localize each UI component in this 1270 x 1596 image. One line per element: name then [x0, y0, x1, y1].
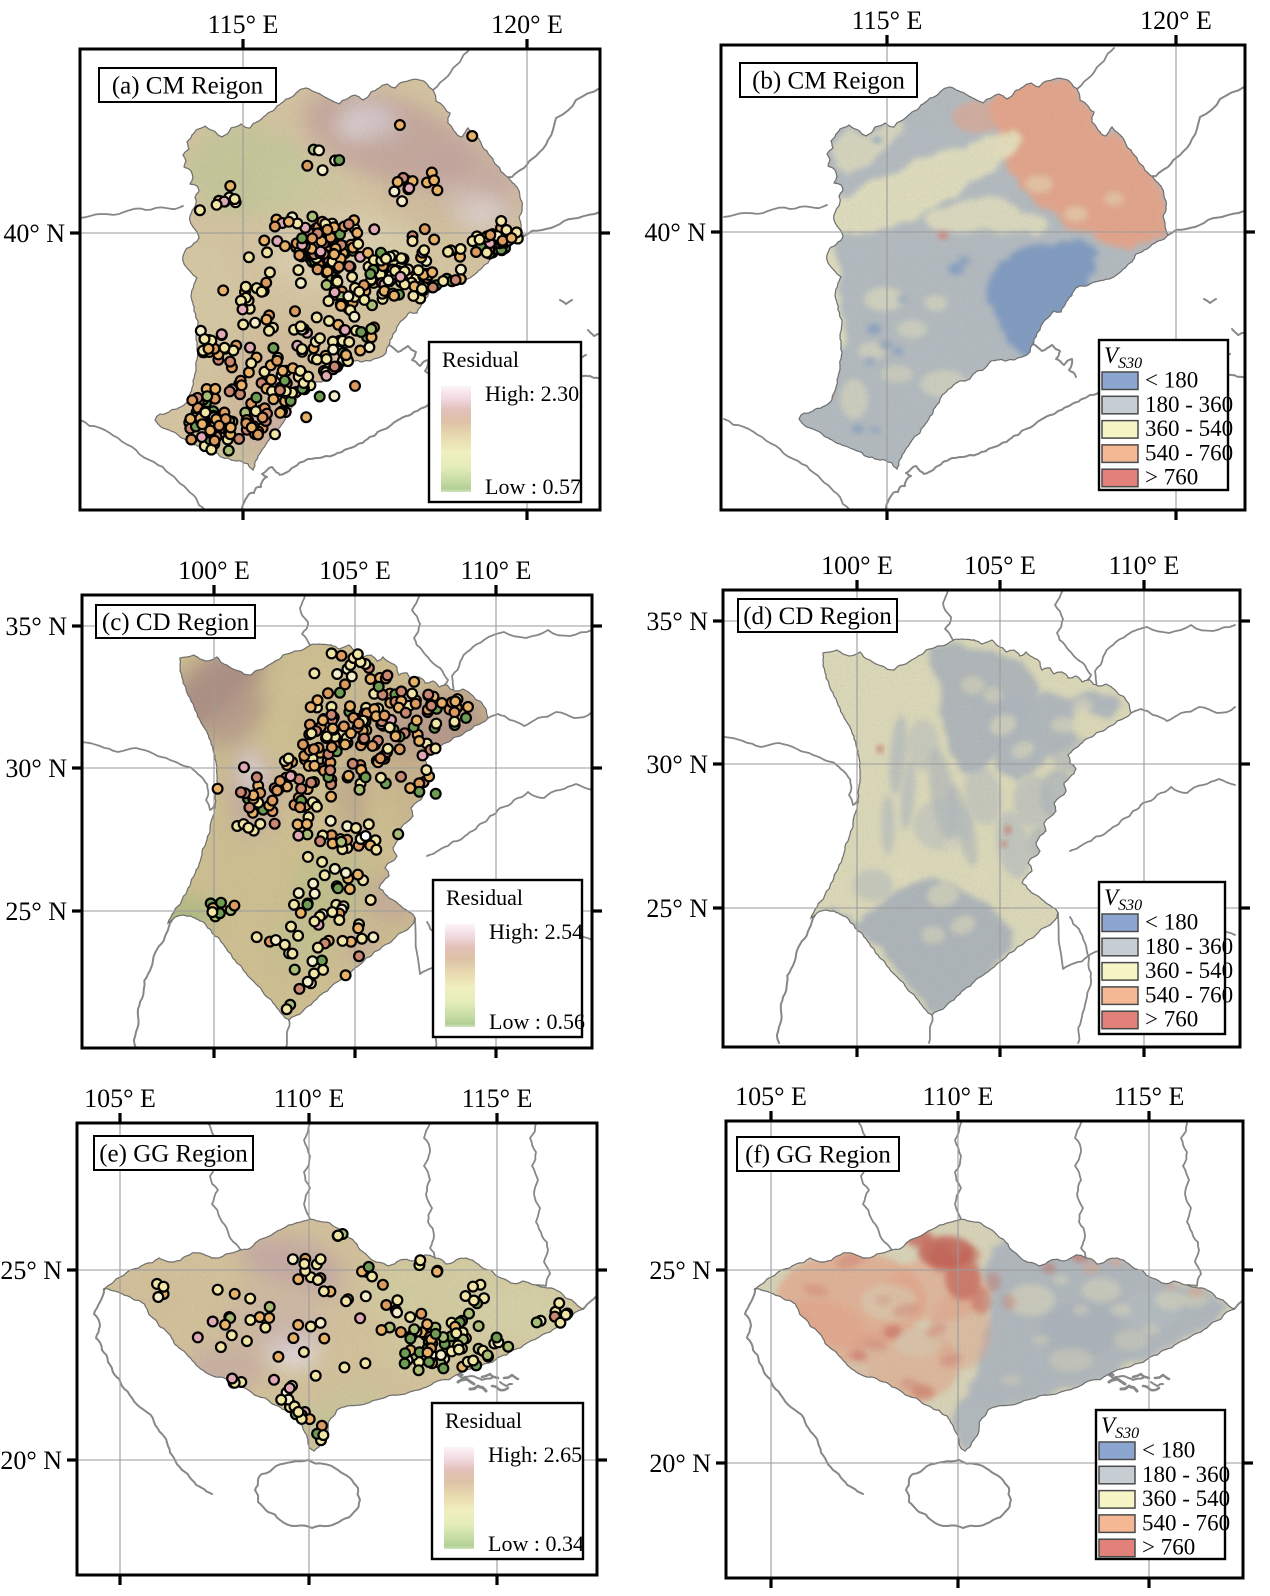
svg-text:Low : 0.57: Low : 0.57 [485, 474, 581, 499]
svg-text:Residual: Residual [446, 885, 523, 910]
svg-text:360 - 540: 360 - 540 [1145, 416, 1233, 441]
svg-text:High: 2.65: High: 2.65 [488, 1442, 582, 1467]
svg-text:(f) GG Region: (f) GG Region [745, 1142, 891, 1169]
svg-text:Residual: Residual [442, 347, 519, 372]
svg-text:> 760: > 760 [1145, 1007, 1198, 1032]
svg-text:115° E: 115° E [462, 1084, 533, 1113]
svg-text:(a) CM Reigon: (a) CM Reigon [112, 73, 264, 100]
svg-text:360 - 540: 360 - 540 [1142, 1486, 1230, 1511]
svg-text:40° N: 40° N [3, 219, 65, 248]
svg-text:High: 2.54: High: 2.54 [489, 919, 583, 944]
svg-text:> 760: > 760 [1142, 1535, 1195, 1560]
svg-text:30° N: 30° N [646, 750, 708, 779]
svg-text:105° E: 105° E [964, 551, 1036, 580]
svg-text:(d) CD Region: (d) CD Region [743, 603, 892, 630]
svg-text:360 - 540: 360 - 540 [1145, 958, 1233, 983]
svg-text:180 - 360: 180 - 360 [1145, 392, 1233, 417]
svg-text:540 - 760: 540 - 760 [1145, 982, 1233, 1007]
svg-text:25° N: 25° N [0, 1256, 62, 1285]
svg-text:< 180: < 180 [1145, 368, 1198, 393]
svg-text:110° E: 110° E [461, 556, 532, 585]
svg-text:Low : 0.56: Low : 0.56 [489, 1009, 585, 1034]
svg-text:High: 2.30: High: 2.30 [485, 381, 579, 406]
svg-text:105° E: 105° E [735, 1082, 807, 1111]
svg-text:25° N: 25° N [649, 1256, 711, 1285]
svg-text:40° N: 40° N [644, 218, 706, 247]
svg-text:540 - 760: 540 - 760 [1145, 440, 1233, 465]
svg-text:105° E: 105° E [84, 1084, 156, 1113]
svg-text:35° N: 35° N [5, 612, 67, 641]
svg-text:110° E: 110° E [274, 1084, 345, 1113]
svg-text:> 760: > 760 [1145, 465, 1198, 490]
svg-text:< 180: < 180 [1145, 910, 1198, 935]
svg-text:115° E: 115° E [1114, 1082, 1185, 1111]
svg-text:(e) GG Region: (e) GG Region [99, 1141, 248, 1168]
svg-text:35° N: 35° N [646, 607, 708, 636]
svg-text:180 - 360: 180 - 360 [1142, 1462, 1230, 1487]
svg-text:120° E: 120° E [491, 10, 563, 39]
svg-text:110° E: 110° E [923, 1082, 994, 1111]
svg-text:120° E: 120° E [1140, 6, 1212, 35]
svg-text:100° E: 100° E [821, 551, 893, 580]
svg-text:110° E: 110° E [1109, 551, 1180, 580]
svg-text:115° E: 115° E [852, 6, 923, 35]
svg-text:540 - 760: 540 - 760 [1142, 1510, 1230, 1535]
svg-text:30° N: 30° N [5, 754, 67, 783]
svg-text:20° N: 20° N [0, 1446, 62, 1475]
svg-text:< 180: < 180 [1142, 1438, 1195, 1463]
svg-text:(b) CM Reigon: (b) CM Reigon [752, 68, 905, 95]
svg-text:Residual: Residual [445, 1408, 522, 1433]
svg-text:(c) CD Region: (c) CD Region [102, 609, 250, 636]
svg-text:105° E: 105° E [319, 556, 391, 585]
svg-text:180 - 360: 180 - 360 [1145, 934, 1233, 959]
svg-text:25° N: 25° N [646, 894, 708, 923]
svg-text:115° E: 115° E [208, 10, 279, 39]
svg-text:100° E: 100° E [178, 556, 250, 585]
svg-text:25° N: 25° N [5, 897, 67, 926]
svg-text:Low : 0.34: Low : 0.34 [488, 1531, 584, 1556]
svg-text:20° N: 20° N [649, 1449, 711, 1478]
